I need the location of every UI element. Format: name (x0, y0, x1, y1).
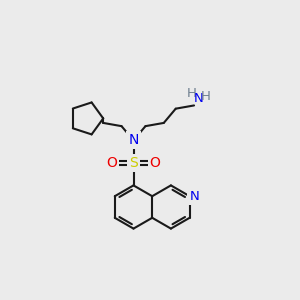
Text: O: O (150, 156, 160, 170)
Text: S: S (129, 156, 138, 170)
Text: N: N (190, 190, 199, 203)
Text: H: H (187, 87, 196, 100)
Text: N: N (128, 134, 139, 147)
Text: O: O (106, 156, 117, 170)
Text: H: H (201, 90, 211, 103)
Text: N: N (194, 92, 203, 105)
